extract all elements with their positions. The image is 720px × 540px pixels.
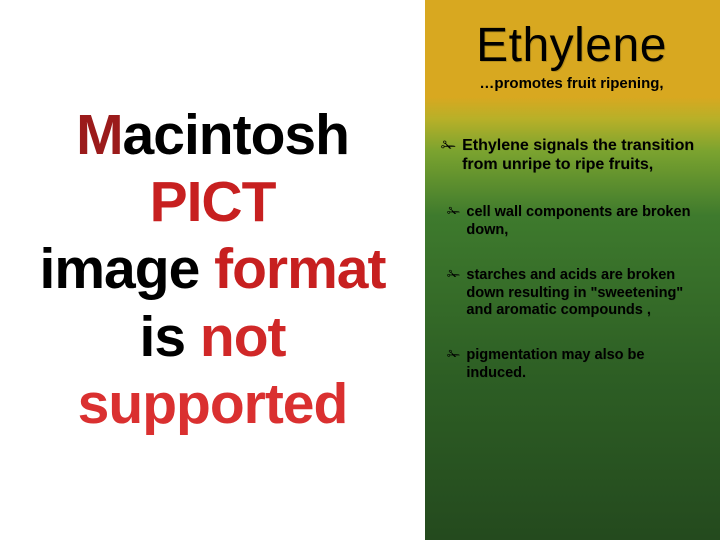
content-panel: Ethylene …promotes fruit ripening, ✁ Eth… [425, 0, 720, 540]
bullet-text: pigmentation may also be induced. [466, 347, 708, 382]
bullet-list: ✁ Ethylene signals the transition from u… [435, 136, 708, 382]
slide-title: Ethylene [435, 18, 708, 73]
bullet-glyph-icon: ✁ [447, 205, 460, 221]
slide-subtitle: …promotes fruit ripening, [435, 75, 708, 92]
pict-line-3: is not supported [10, 304, 415, 439]
bullet-item: ✁ cell wall components are broken down, [441, 204, 708, 239]
left-image-placeholder: Macintosh PICT image format is not suppo… [0, 0, 425, 540]
bullet-text: cell wall components are broken down, [466, 204, 708, 239]
pict-line-1: Macintosh PICT [10, 102, 415, 237]
bullet-glyph-icon: ✁ [447, 268, 460, 284]
pict-line-2: image format [10, 236, 415, 303]
bullet-item: ✁ pigmentation may also be induced. [441, 347, 708, 382]
pict-unsupported-text: Macintosh PICT image format is not suppo… [10, 102, 415, 438]
slide: Macintosh PICT image format is not suppo… [0, 0, 720, 540]
bullet-glyph-icon: ✁ [447, 348, 460, 364]
bullet-glyph-icon: ✁ [441, 137, 456, 155]
bullet-item: ✁ starches and acids are broken down res… [441, 267, 708, 319]
bullet-item: ✁ Ethylene signals the transition from u… [441, 136, 708, 174]
bullet-text: Ethylene signals the transition from unr… [462, 136, 708, 174]
bullet-text: starches and acids are broken down resul… [466, 267, 708, 319]
